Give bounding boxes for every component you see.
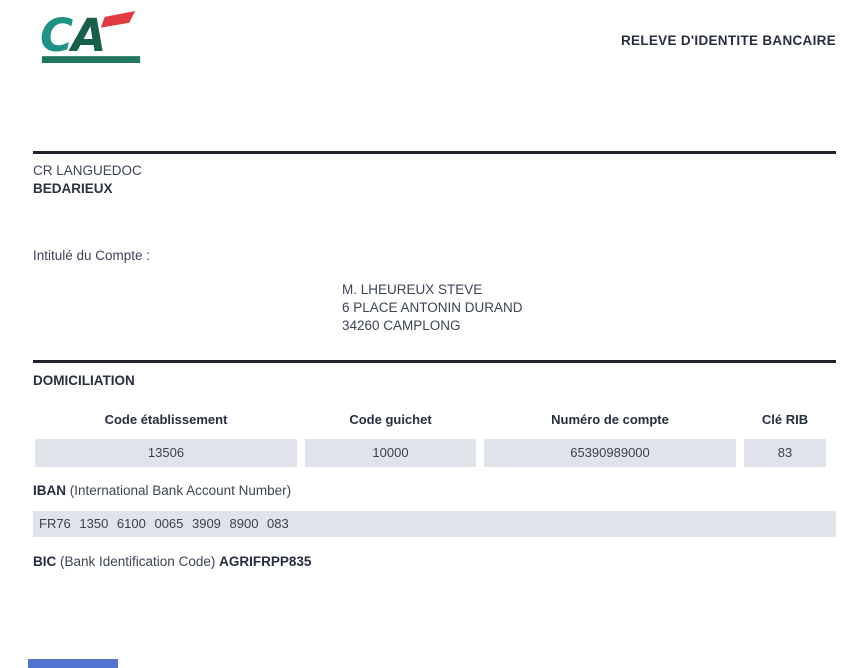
divider-top	[33, 151, 836, 154]
bic-line: BIC (Bank Identification Code) AGRIFRPP8…	[33, 554, 311, 569]
credit-agricole-logo: C A	[40, 10, 141, 64]
logo-letter-a: A	[68, 10, 106, 62]
logo-underline	[41, 56, 141, 64]
column-header-code-guichet: Code guichet	[349, 412, 432, 427]
holder-street: 6 PLACE ANTONIN DURAND	[342, 300, 523, 315]
iban-label-bold: IBAN	[33, 483, 66, 498]
holder-city: 34260 CAMPLONG	[342, 318, 461, 333]
blue-accent-bar	[28, 659, 118, 668]
logo-red-flag-icon	[100, 10, 136, 28]
bank-region: CR LANGUEDOC	[33, 163, 142, 178]
value-cle-rib: 83	[744, 439, 826, 467]
iban-value-bar: FR76 1350 6100 0065 3909 8900 083	[33, 511, 836, 537]
document-title: RELEVE D'IDENTITE BANCAIRE	[620, 33, 836, 48]
rib-table-value-row: 13506 10000 65390989000 83	[35, 439, 827, 467]
column-header-cle-rib: Clé RIB	[761, 412, 809, 427]
domiciliation-heading: DOMICILIATION	[33, 373, 135, 388]
iban-label-note: (International Bank Account Number)	[66, 483, 292, 498]
iban-value: FR76 1350 6100 0065 3909 8900 083	[39, 516, 289, 531]
column-header-numero-de-compte: Numéro de compte	[551, 412, 669, 427]
value-code-guichet: 10000	[305, 439, 476, 467]
bic-value: AGRIFRPP835	[219, 554, 312, 569]
account-holder-address: M. LHEUREUX STEVE 6 PLACE ANTONIN DURAND…	[342, 281, 523, 335]
value-numero-de-compte: 65390989000	[484, 439, 736, 467]
bank-branch: BEDARIEUX	[33, 181, 113, 196]
holder-name: M. LHEUREUX STEVE	[342, 282, 483, 297]
bic-label-note: (Bank Identification Code)	[56, 554, 220, 569]
bic-label-bold: BIC	[33, 554, 57, 569]
iban-label: IBAN (International Bank Account Number)	[33, 483, 291, 498]
divider-domiciliation	[33, 360, 836, 363]
rib-table-header-row: Code établissement Code guichet Numéro d…	[35, 412, 827, 427]
column-header-code-etablissement: Code établissement	[104, 412, 228, 427]
account-title-label: Intitulé du Compte :	[33, 248, 151, 263]
logo-letter-c: C	[40, 10, 73, 62]
value-code-etablissement: 13506	[35, 439, 297, 467]
